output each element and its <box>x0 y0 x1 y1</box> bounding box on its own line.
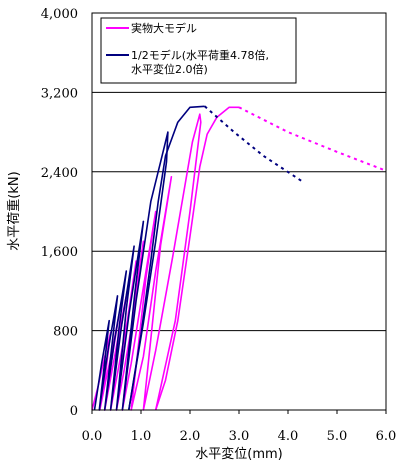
x-tick-label: 4.0 <box>278 429 299 444</box>
series-lines <box>91 105 384 411</box>
y-tick-label: 800 <box>53 325 78 340</box>
x-tick-label: 5.0 <box>327 429 348 444</box>
y-tick-label: 4,000 <box>41 7 78 22</box>
x-tick-label: 0.0 <box>82 429 103 444</box>
x-tick-label: 3.0 <box>229 429 250 444</box>
legend-box <box>100 17 297 84</box>
y-tick-label: 1,600 <box>41 245 78 260</box>
x-tick-label: 2.0 <box>180 429 201 444</box>
legend-label-half-scale: 1/2モデル(水平荷重4.78倍, 水平変位2.0倍) <box>131 48 272 76</box>
x-axis-title: 水平変位(mm) <box>195 446 282 462</box>
series-envelope-dashed <box>204 105 304 183</box>
legend-label-half-scale-line-2: 水平変位2.0倍) <box>131 62 208 76</box>
tick-labels: 0.0 1.0 2.0 3.0 4.0 5.0 6.0 0 800 1,600 2,400 3,200… <box>41 7 397 444</box>
series-line <box>128 105 205 411</box>
series-line <box>93 131 169 411</box>
series-envelope-dashed <box>238 106 384 171</box>
y-axis-title: 水平荷重(kN) <box>6 171 22 250</box>
y-tick-label: 3,200 <box>41 86 78 101</box>
y-tick-label: 0 <box>70 404 78 419</box>
legend: 実物大モデル 1/2モデル(水平荷重4.78倍, 水平変位2.0倍) <box>100 17 297 84</box>
series-line <box>154 106 239 411</box>
series-line <box>91 113 202 411</box>
y-tick-label: 2,400 <box>41 166 78 181</box>
x-tick-label: 1.0 <box>131 429 152 444</box>
grid-lines <box>92 91 386 332</box>
x-tick-label: 6.0 <box>376 429 397 444</box>
legend-label-full-scale: 実物大モデル <box>131 21 197 35</box>
legend-label-half-scale-line-1: 1/2モデル(水平荷重4.78倍, <box>131 48 269 62</box>
